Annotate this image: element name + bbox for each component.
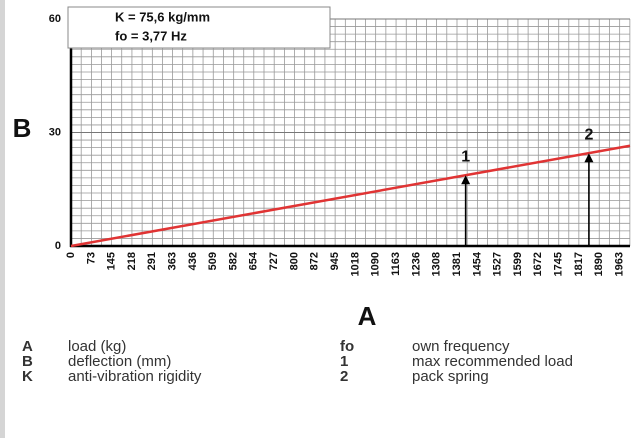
x-tick-label: 73 xyxy=(85,252,97,264)
x-tick-label: 1018 xyxy=(349,252,361,276)
y-tick-label: 30 xyxy=(49,126,61,138)
series-line xyxy=(70,144,631,248)
marks xyxy=(70,144,631,248)
legend-key: 2 xyxy=(340,368,348,385)
legend-key: K xyxy=(22,368,33,385)
marker-label: 2 xyxy=(584,127,593,144)
x-tick-label: 872 xyxy=(309,252,321,270)
x-tick-label: 1817 xyxy=(573,252,585,276)
info-line: K = 75,6 kg/mm xyxy=(115,9,210,24)
x-tick-label: 1890 xyxy=(593,252,605,276)
marker-arrow-head xyxy=(584,153,594,163)
y-tick-label: 60 xyxy=(49,13,61,25)
x-tick-label: 1454 xyxy=(471,251,483,276)
legend-text: max recommended load xyxy=(412,353,573,370)
legend-key: fo xyxy=(340,338,354,355)
x-tick-label: 582 xyxy=(228,252,240,270)
grid xyxy=(69,15,631,248)
x-tick-label: 945 xyxy=(329,252,341,270)
x-tick-label: 1381 xyxy=(451,252,463,276)
x-tick-label: 145 xyxy=(105,252,117,270)
marker-arrow-head xyxy=(461,175,471,185)
legend-text: pack spring xyxy=(412,368,489,385)
x-tick-label: 1745 xyxy=(553,252,565,276)
x-tick-label: 363 xyxy=(166,252,178,270)
legend-key: A xyxy=(22,338,33,355)
legend-key: B xyxy=(22,353,33,370)
x-tick-label: 1308 xyxy=(430,252,442,276)
legend-text: load (kg) xyxy=(68,338,126,355)
x-tick-label: 1599 xyxy=(512,252,524,276)
x-tick-label: 1090 xyxy=(370,252,382,276)
x-tick-label: 218 xyxy=(126,252,138,270)
legend-text: anti-vibration rigidity xyxy=(68,368,202,385)
x-tick-label: 1672 xyxy=(532,252,544,276)
legend-key: 1 xyxy=(340,353,348,370)
x-tick-label: 1163 xyxy=(390,252,402,276)
info-line: fo = 3,77 Hz xyxy=(115,28,187,43)
legend-text: deflection (mm) xyxy=(68,353,171,370)
y-axis-label: B xyxy=(13,113,32,143)
x-tick-label: 1963 xyxy=(614,252,626,276)
x-tick-label: 509 xyxy=(207,252,219,270)
x-tick-label: 800 xyxy=(289,252,301,270)
x-tick-label: 291 xyxy=(146,252,158,270)
left-border xyxy=(0,0,5,438)
x-tick-label: 0 xyxy=(65,252,77,258)
x-tick-label: 727 xyxy=(268,252,280,270)
marker-label: 1 xyxy=(461,148,470,165)
x-tick-label: 436 xyxy=(187,252,199,270)
x-tick-label: 1527 xyxy=(492,252,504,276)
legend-text: own frequency xyxy=(412,338,510,355)
x-axis-label: A xyxy=(358,301,377,331)
y-tick-label: 0 xyxy=(55,240,61,252)
x-tick-label: 1236 xyxy=(410,252,422,276)
x-tick-label: 654 xyxy=(248,251,260,270)
info-box xyxy=(67,6,331,49)
